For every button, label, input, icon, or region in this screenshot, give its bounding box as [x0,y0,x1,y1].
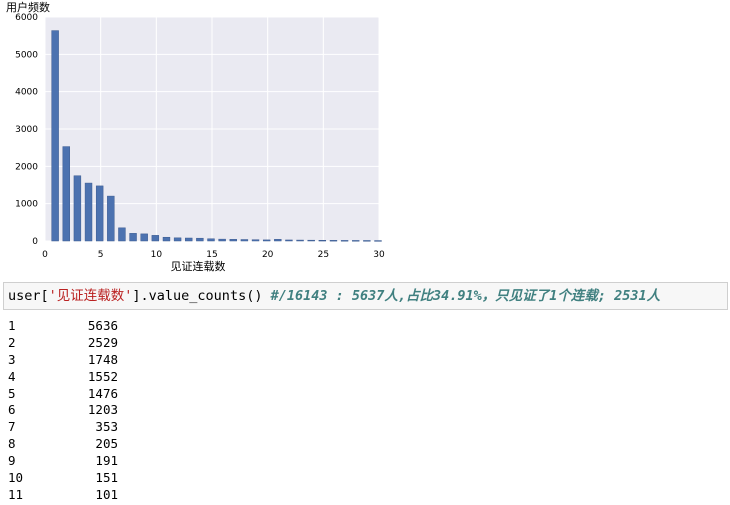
code-prefix: user[ [8,288,49,304]
output-row: 3 1748 [8,352,118,369]
output-row: 9 191 [8,453,118,470]
x-axis-label: 见证连载数 [171,260,226,273]
output-key: 2 [8,334,16,350]
y-tick-label: 1000 [15,200,38,210]
output-value: 353 [95,419,118,435]
output-value: 191 [95,453,118,469]
bar [95,185,104,242]
bar [307,239,315,242]
bar [296,239,304,242]
output-value: 1748 [87,351,118,367]
bar [118,227,126,242]
output-key: 5 [8,385,16,401]
y-tick-labels: 0 1000 2000 3000 4000 5000 6000 [15,13,38,247]
output-key: 4 [8,368,16,384]
output-value: 101 [95,486,118,502]
output-area: 1 5636 2 2529 3 1748 4 1552 5 1476 6 1203 7 353 8 205 9 1… [8,318,118,504]
output-key: 8 [8,436,16,452]
output-value: 205 [95,436,118,452]
output-value: 1203 [87,402,118,418]
output-row: 8 205 [8,436,118,453]
x-tick-labels: 0 5 10 15 20 25 30 [42,250,385,260]
grid-lines [44,16,380,242]
output-row: 6 1203 [8,402,118,419]
x-tick-label: 5 [98,250,104,260]
output-row: 4 1552 [8,369,118,386]
bar [207,238,215,242]
x-tick-label: 0 [42,250,48,260]
code-suffix: ].value_counts() [132,288,271,304]
bar [229,239,237,242]
output-row: 2 2529 [8,335,118,352]
bar [162,236,171,242]
bar [251,239,260,242]
output-key: 3 [8,351,16,367]
output-key: 10 [8,470,24,486]
output-key: 7 [8,419,16,435]
bars [51,30,382,242]
output-value: 151 [95,470,118,486]
x-tick-label: 30 [373,250,385,260]
y-tick-label: 3000 [15,125,38,135]
output-value: 1552 [87,368,118,384]
bar [363,240,371,242]
y-tick-label: 0 [32,237,38,247]
output-key: 11 [8,486,24,502]
code-cell[interactable]: user['见证连载数'].value_counts() #/16143 : 5… [3,282,728,310]
output-row: 11 101 [8,487,118,504]
bar [285,239,293,242]
output-row: 5 1476 [8,386,118,403]
y-tick-label: 6000 [15,13,38,23]
y-tick-label: 4000 [15,88,38,98]
x-tick-label: 25 [318,250,329,260]
bar [173,237,182,242]
bar [240,239,249,242]
output-key: 6 [8,402,16,418]
y-axis-label: 用户频数 [6,0,50,14]
output-value: 1476 [87,385,118,401]
output-row: 1 5636 [8,318,118,335]
bar [218,238,226,242]
output-row: 10 151 [8,470,118,487]
bar [262,239,271,242]
bar [329,240,338,242]
bar [151,235,160,242]
bar [62,146,70,242]
x-tick-label: 15 [206,250,217,260]
bar [73,175,82,242]
code-comment: #/16143 : 5637人,占比34.91%，只见证了1个连载; 2531人 [270,288,661,304]
bar [185,237,193,242]
bar [140,233,148,242]
bar [129,233,137,242]
bar [51,30,59,242]
output-row: 7 353 [8,419,118,436]
output-value: 5636 [87,318,118,333]
bar [84,182,93,242]
output-value: 2529 [87,334,118,350]
histogram-chart: 用户频数 见证连载数 0 5 10 15 20 25 30 0 1000 2000 3000 400… [6,0,385,273]
bar [352,240,360,242]
bar [340,240,349,242]
x-tick-label: 20 [262,250,274,260]
bar [196,237,204,242]
code-string: '见证连载数' [48,288,133,304]
y-tick-label: 2000 [15,162,38,172]
bar [374,240,382,242]
x-tick-label: 10 [151,250,163,260]
bar [274,239,282,242]
output-key: 1 [8,318,16,333]
output-key: 9 [8,453,16,469]
y-tick-label: 5000 [15,50,38,60]
bar [318,240,327,242]
bar [107,195,115,242]
